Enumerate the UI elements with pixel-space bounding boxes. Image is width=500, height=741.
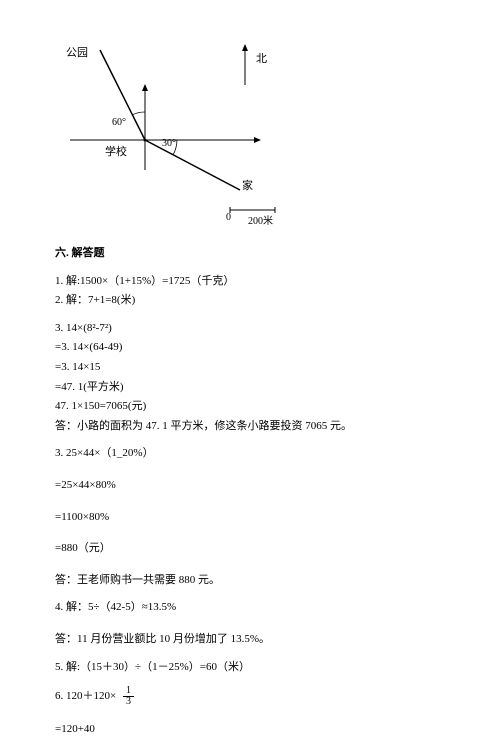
diagram-svg [50,20,310,220]
label-60: 60° [112,117,126,128]
answer-line: 1. 解:1500×（1+15%）=1725（千克） [55,273,445,291]
center-point [144,139,147,142]
answer-content: 六. 解答题 1. 解:1500×（1+15%）=1725（千克） 2. 解：7… [55,245,445,741]
fraction-denominator: 3 [123,697,134,707]
answer-line: 47. 1×150=7065(元) [55,398,445,416]
frac-prefix: 6. 120＋120× [55,690,116,702]
answer-line: =120+40 [55,721,445,739]
answer-line: 答：11 月份营业额比 10 月份增加了 13.5%。 [55,631,445,649]
answer-line: =1100×80% [55,509,445,527]
answer-line: =25×44×80% [55,477,445,495]
map-diagram: 公园 北 60° 30° 学校 家 0 200米 [50,20,310,220]
answer-line: =3. 14×15 [55,359,445,377]
label-park: 公园 [66,44,88,60]
answer-line: 3. 14×(8²-7²) [55,320,445,338]
arc-60 [132,112,145,115]
line-to-home [145,140,240,190]
answer-line: 答：王老师购书一共需要 880 元。 [55,572,445,590]
answer-line: 4. 解：5÷（42-5）≈13.5% [55,599,445,617]
answer-line: =3. 14×(64-49) [55,339,445,357]
answer-line: 3. 25×44×（1_20%） [55,445,445,463]
answer-line: 答：小路的面积为 47. 1 平方米，修这条小路要投资 7065 元。 [55,418,445,436]
label-school: 学校 [105,143,127,159]
answer-line: 2. 解：7+1=8(米) [55,292,445,310]
answer-line: =880（元） [55,540,445,558]
answer-line-frac: 6. 120＋120× 1 3 [55,686,445,707]
label-30: 30° [162,138,176,149]
label-north: 北 [256,50,267,66]
label-scale200: 200米 [248,212,273,227]
label-scale0: 0 [226,212,231,223]
answer-line: =47. 1(平方米) [55,379,445,397]
section-title: 六. 解答题 [55,245,445,263]
answer-line: 5. 解:（15＋30）÷（1－25%）=60（米） [55,659,445,677]
label-home: 家 [242,177,253,193]
fraction: 1 3 [123,686,134,707]
